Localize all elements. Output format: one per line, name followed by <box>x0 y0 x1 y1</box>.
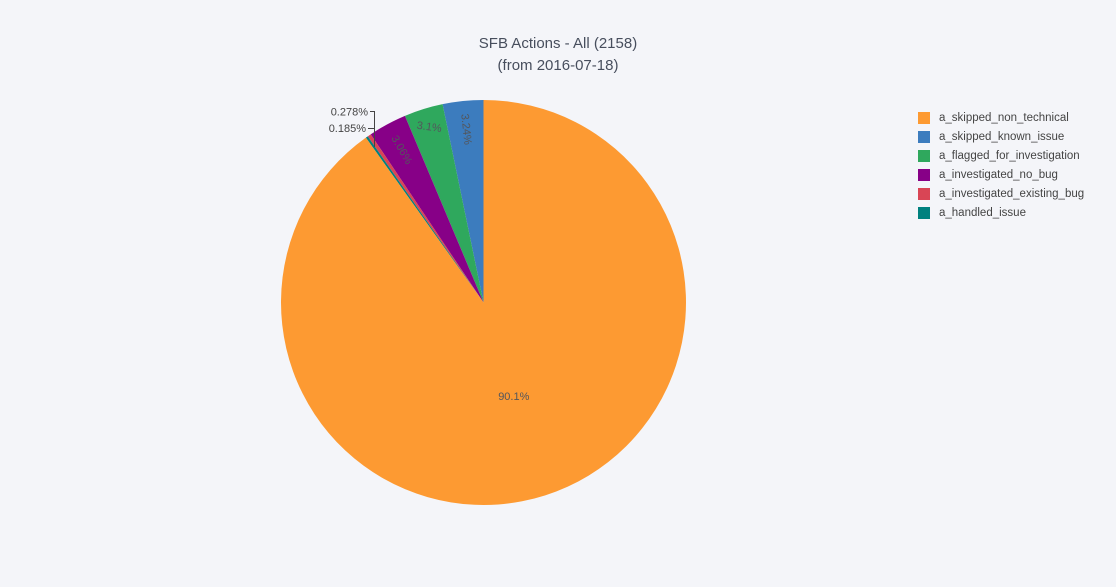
legend-label: a_skipped_non_technical <box>939 111 1069 124</box>
pie-label-a_handled_issue: 0.185% <box>329 123 367 135</box>
legend-swatch <box>918 168 930 181</box>
chart-title-line2: (from 2016-07-18) <box>497 57 619 74</box>
pie-slices <box>280 100 686 505</box>
pie-slice-a_skipped_known_issue[interactable] <box>442 100 484 303</box>
chart-title-line1: SFB Actions - All (2158) <box>478 35 638 52</box>
legend-label: a_flagged_for_investigation <box>939 149 1080 162</box>
legend-item-a_handled_issue[interactable]: a_handled_issue <box>918 203 1084 222</box>
pie-slice-a_investigated_existing_bug[interactable] <box>367 134 484 303</box>
legend-label: a_skipped_known_issue <box>939 130 1065 143</box>
legend-item-a_flagged_for_investigation[interactable]: a_flagged_for_investigation <box>918 146 1084 165</box>
legend-label: a_investigated_no_bug <box>939 168 1058 181</box>
pie-label-a_flagged_for_investigation: 3.1% <box>416 120 443 135</box>
legend-swatch <box>918 111 930 124</box>
legend-swatch <box>918 149 930 162</box>
pie-slice-a_handled_issue[interactable] <box>365 136 484 303</box>
pie-slice-a_flagged_for_investigation[interactable] <box>404 104 484 303</box>
pie-label-a_skipped_known_issue: 3.24% <box>458 113 473 145</box>
leader-line <box>370 111 375 147</box>
legend-label: a_handled_issue <box>939 206 1026 219</box>
legend-item-a_investigated_no_bug[interactable]: a_investigated_no_bug <box>918 165 1084 184</box>
pie-label-a_skipped_non_technical: 90.1% <box>498 391 529 403</box>
pie-label-a_investigated_existing_bug: 0.278% <box>331 106 369 118</box>
label-leader-lines <box>368 111 375 147</box>
legend-swatch <box>918 187 930 200</box>
chart-title: SFB Actions - All (2158) (from 2016-07-1… <box>0 33 1116 77</box>
legend-item-a_skipped_known_issue[interactable]: a_skipped_known_issue <box>918 127 1084 146</box>
legend-item-a_investigated_existing_bug[interactable]: a_investigated_existing_bug <box>918 184 1084 203</box>
legend-swatch <box>918 130 930 143</box>
legend-label: a_investigated_existing_bug <box>939 187 1085 200</box>
legend-item-a_skipped_non_technical[interactable]: a_skipped_non_technical <box>918 108 1084 127</box>
pie-slice-a_skipped_non_technical[interactable] <box>280 100 686 505</box>
pie-slice-a_investigated_no_bug[interactable] <box>370 115 484 303</box>
legend-swatch <box>918 206 930 219</box>
legend: a_skipped_non_technical a_skipped_known_i… <box>918 108 1084 222</box>
